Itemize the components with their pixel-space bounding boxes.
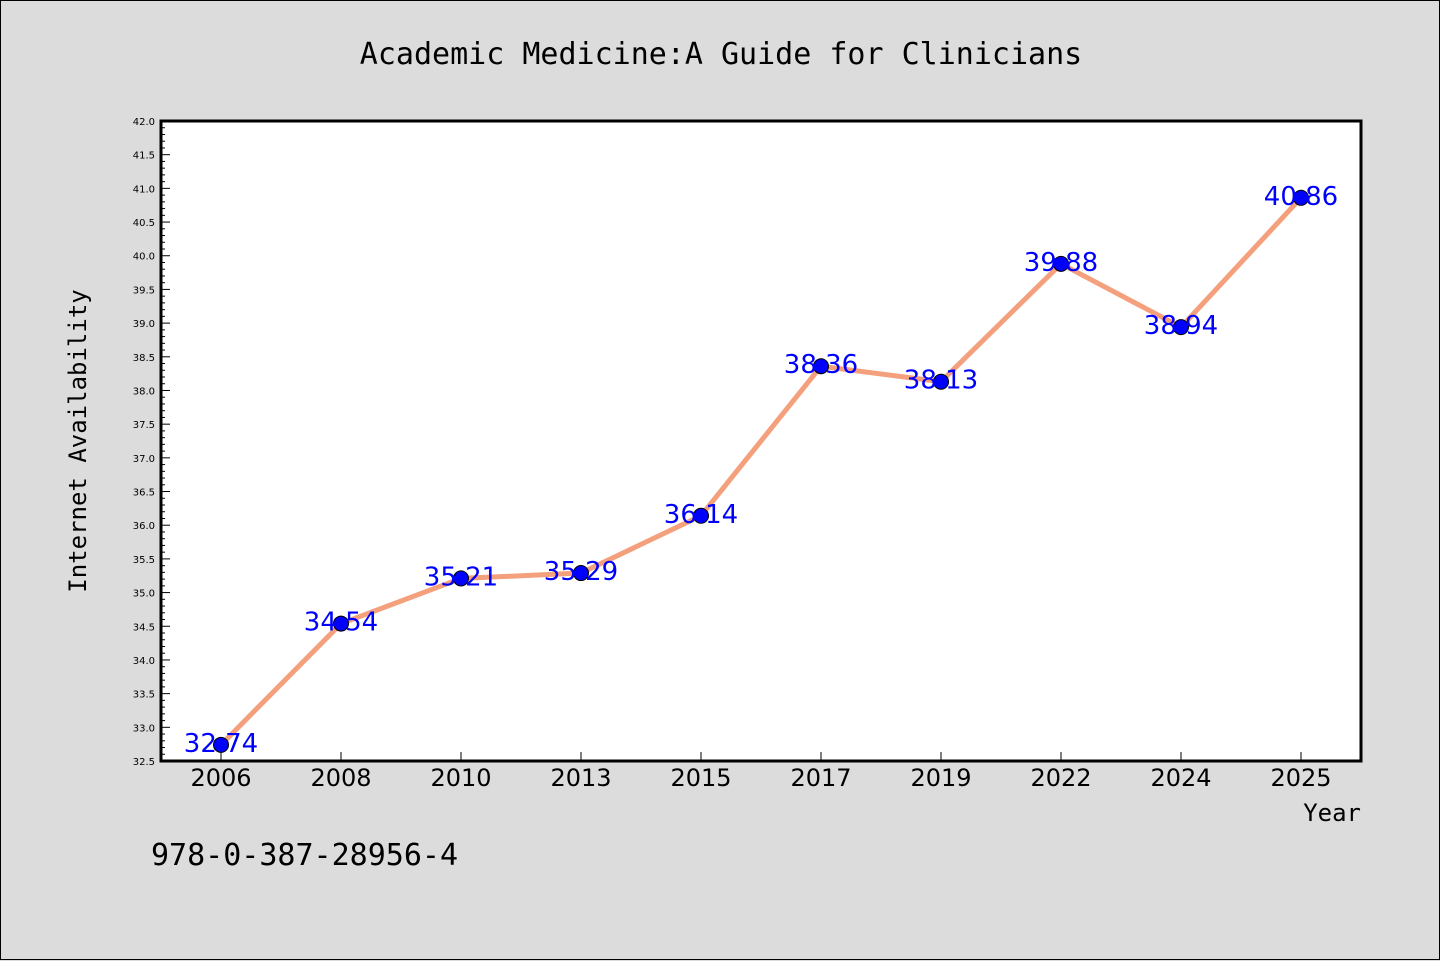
x-tick-label: 2019 [910,764,971,792]
data-label: 38.36 [784,350,858,380]
y-tick-label: 38.0 [133,386,155,397]
y-axis: 32.5 33.0 33.5 34.0 34.5 35.0 35.5 36.0 36.5 37.0… [133,117,170,768]
data-label: 39.88 [1024,248,1098,278]
series-line [218,195,1304,748]
data-label: 32.74 [184,729,258,759]
y-tick-label: 34.5 [133,622,155,633]
y-tick-label: 41.0 [133,184,155,195]
x-tick-label: 2022 [1030,764,1091,792]
y-tick-label: 35.0 [133,589,155,600]
isbn-label: 978-0-387-28956-4 [151,838,458,873]
data-label: 35.29 [544,557,618,587]
y-axis-title: Internet Availability [64,289,92,592]
y-tick-label: 37.5 [133,420,155,431]
data-point [1053,255,1069,272]
chart-title: Academic Medicine:A Guide for Clinicians [360,37,1082,72]
data-label: 36.14 [664,500,738,530]
y-tick-label: 36.5 [133,488,155,499]
data-point [933,373,949,390]
y-tick-label: 39.0 [133,319,155,330]
data-labels: 32.74 34.54 35.21 35.29 36.14 38.36 38.13 39.88… [184,182,1338,759]
x-tick-label: 2006 [190,764,251,792]
y-tick-label: 40.0 [133,252,155,263]
x-tick-label: 2024 [1150,764,1211,792]
data-point [333,615,349,632]
x-axis: 2006 2008 2010 2013 2015 2017 2019 2022 2024 2025 [190,752,1332,792]
data-label: 38.94 [1144,311,1218,341]
data-point [453,570,469,587]
y-tick-label: 42.0 [133,117,155,128]
data-label: 40.86 [1264,182,1338,212]
y-tick-label: 35.5 [133,555,155,566]
y-tick-label: 34.0 [133,656,155,667]
y-tick-label: 33.5 [133,690,155,701]
y-tick-label: 32.5 [133,757,155,768]
y-tick-label: 37.0 [133,454,155,465]
x-axis-title: Year [1303,799,1361,827]
data-point [1173,319,1189,336]
data-point [813,358,829,375]
y-tick-label: 39.5 [133,285,155,296]
data-point [1293,189,1309,206]
x-tick-label: 2025 [1270,764,1331,792]
x-tick-label: 2010 [430,764,491,792]
y-tick-label: 36.0 [133,521,155,532]
data-label: 34.54 [304,608,378,638]
data-series [213,189,1309,753]
x-tick-label: 2008 [310,764,371,792]
y-tick-label: 38.5 [133,353,155,364]
data-point [573,565,589,582]
y-tick-label: 41.5 [133,151,155,162]
y-tick-label: 33.0 [133,723,155,734]
data-label: 38.13 [904,366,978,396]
x-tick-label: 2017 [790,764,851,792]
data-point [693,507,709,524]
data-point [213,736,229,753]
y-tick-label: 40.5 [133,218,155,229]
data-label: 35.21 [424,562,498,592]
x-tick-label: 2015 [670,764,731,792]
x-tick-label: 2013 [550,764,611,792]
